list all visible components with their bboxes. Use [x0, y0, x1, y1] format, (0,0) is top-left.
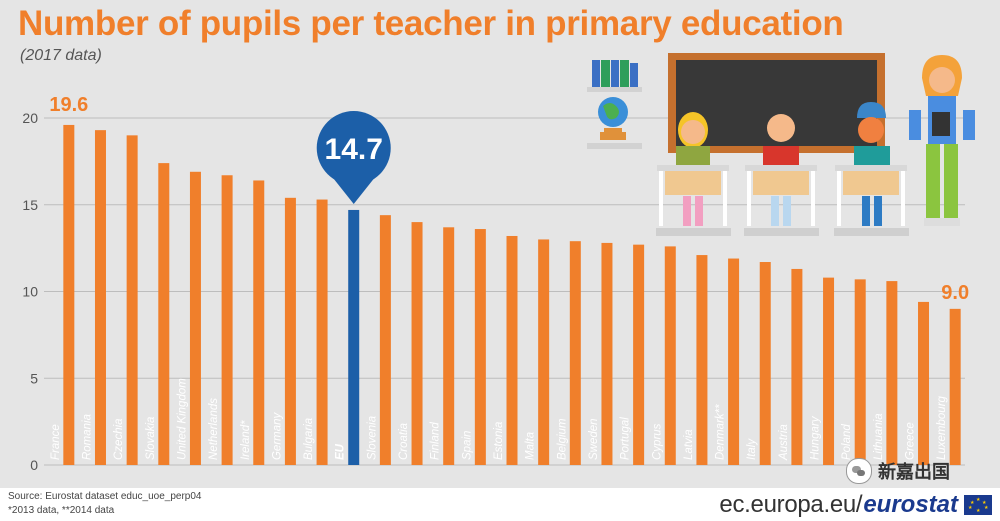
x-tick-label: Latvia	[683, 429, 695, 460]
x-tick-label: Luxembourg	[936, 395, 948, 460]
x-tick-label: Sweden	[588, 418, 600, 460]
bar	[221, 175, 233, 465]
bar	[316, 199, 328, 466]
pupil-1-icon	[676, 112, 710, 226]
brand-url[interactable]: ec.europa.eu/	[719, 491, 863, 518]
x-tick-label: Estonia	[493, 422, 505, 460]
globe-icon	[598, 97, 628, 140]
chart-title: Number of pupils per teacher in primary …	[18, 4, 844, 43]
bar	[158, 163, 170, 466]
teacher-icon	[909, 55, 975, 226]
bar	[569, 241, 581, 465]
bar	[759, 262, 771, 465]
y-tick-label: 15	[22, 197, 38, 213]
eu-pin	[316, 111, 391, 185]
footer: Source: Eurostat dataset educ_uoe_perp04…	[0, 488, 1000, 521]
x-tick-label: Romania	[81, 414, 93, 460]
x-tick-label: Lithuania	[873, 413, 885, 460]
bar	[411, 222, 423, 465]
bar	[918, 301, 930, 465]
bar	[284, 197, 296, 465]
bar	[696, 255, 708, 465]
bar	[63, 124, 75, 465]
bar	[506, 235, 518, 465]
x-axis-labels: France Romania Czechia Slovakia United Kingd…	[50, 378, 948, 461]
bar	[728, 258, 740, 465]
x-tick-label: Portugal	[620, 417, 632, 460]
eurostat-brand[interactable]: ec.europa.eu/ eurostat ★ ★ ★ ★ ★ ★	[719, 490, 992, 520]
bar	[664, 246, 676, 465]
source-note: Source: Eurostat dataset educ_uoe_perp04	[8, 491, 202, 502]
bar	[538, 239, 550, 465]
x-tick-label: France	[50, 424, 62, 460]
x-tick-label: Cyprus	[651, 423, 663, 460]
x-tick-label: Croatia	[398, 423, 410, 460]
y-tick-label: 0	[30, 457, 38, 473]
min-value-label: 9.0	[941, 282, 969, 304]
bar	[823, 277, 835, 465]
x-tick-label: Ireland*	[240, 420, 252, 460]
x-tick-label: United Kingdom	[176, 378, 188, 460]
bar	[474, 229, 486, 465]
desks-icon	[656, 165, 909, 236]
watermark: 新嘉出国	[846, 458, 950, 484]
x-tick-label: Hungary	[810, 415, 822, 460]
x-tick-label: Denmark**	[715, 404, 727, 460]
bars	[63, 124, 961, 466]
x-tick-label: Slovenia	[366, 416, 378, 460]
bar	[189, 171, 201, 465]
x-tick-label: Czechia	[113, 418, 125, 460]
x-tick-label: Malta	[525, 432, 537, 460]
y-tick-label: 5	[30, 370, 38, 386]
x-tick-label: Belgium	[556, 418, 568, 460]
bookshelf-icon	[587, 60, 642, 149]
pupil-3-icon	[854, 102, 890, 226]
max-value-label: 19.6	[49, 94, 88, 116]
watermark-text: 新嘉出国	[878, 462, 950, 482]
x-tick-label: Greece	[905, 422, 917, 460]
y-tick-label: 10	[22, 284, 38, 300]
bar	[379, 215, 391, 465]
x-tick-label: Germany	[271, 411, 283, 460]
x-tick-label: Spain	[461, 431, 473, 460]
bar	[949, 308, 961, 465]
footnote: *2013 data, **2014 data	[8, 505, 115, 516]
wechat-icon	[846, 458, 872, 484]
bar-eu	[348, 209, 360, 465]
bar-chart: 0 5 10 15 20 France Romania Czechia Slovakia Uni…	[22, 53, 975, 473]
eurostat-logo: eurostat	[863, 491, 958, 518]
x-tick-label: EU	[335, 443, 347, 460]
bar	[253, 180, 265, 465]
bar	[601, 242, 613, 465]
eu-pin-pointer	[333, 178, 375, 204]
bar	[633, 244, 645, 465]
x-tick-label: Poland	[841, 424, 853, 460]
x-tick-label: Netherlands	[208, 398, 220, 460]
eu-value-label: 14.7	[325, 133, 383, 166]
value-callouts: 19.6 9.0 14.7	[49, 94, 969, 304]
x-tick-label: Austria	[778, 424, 790, 461]
y-axis-ticks: 0 5 10 15 20	[22, 110, 38, 473]
x-tick-label: Bulgaria	[303, 418, 315, 460]
eu-flag-icon: ★ ★ ★ ★ ★ ★	[964, 495, 992, 515]
classroom-illustration	[587, 53, 975, 236]
y-tick-label: 20	[22, 110, 38, 126]
bar	[443, 227, 455, 465]
x-tick-label: Finland	[430, 422, 442, 460]
bar	[126, 135, 138, 465]
pupil-2-icon	[763, 114, 799, 226]
x-tick-label: Slovakia	[145, 417, 157, 460]
bar	[854, 279, 866, 465]
chart-subtitle: (2017 data)	[20, 47, 102, 64]
bar	[886, 281, 898, 465]
x-tick-label: Italy	[746, 438, 758, 460]
bar	[94, 130, 106, 465]
bar	[791, 268, 803, 465]
